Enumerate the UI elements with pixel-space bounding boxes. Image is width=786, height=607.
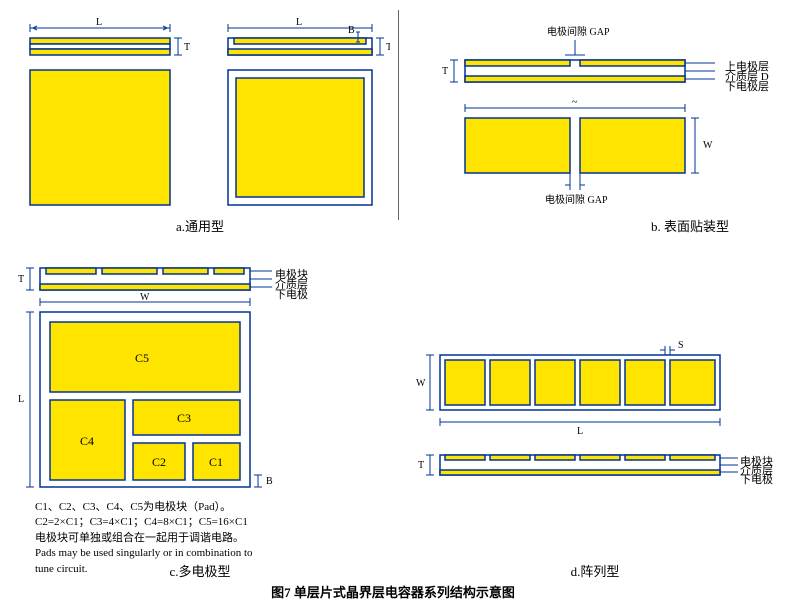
dim-t-left: T xyxy=(184,42,190,53)
panel-c-svg: T W C5 C4 C3 C2 C1 L B xyxy=(10,250,390,500)
dim-t-right: T xyxy=(386,42,390,53)
caption-b: b. 表面贴装型 xyxy=(610,216,770,235)
figure-title: 图7 单层片式晶界层电容器系列结构示意图 xyxy=(0,582,786,601)
gap-bot-label: 电极间隙 GAP xyxy=(545,193,608,206)
c4-label: C4 xyxy=(80,434,94,448)
c1-label: C1 xyxy=(209,455,223,469)
dim-t-d: T xyxy=(418,460,424,471)
dim-l-right: L xyxy=(296,17,302,28)
c5-label: C5 xyxy=(135,351,149,365)
dim-w-c: W xyxy=(140,292,150,303)
caption-d: d.阵列型 xyxy=(410,561,780,580)
note2: C2=2×C1；C3=4×C1；C4=8×C1；C5=16×C1 xyxy=(35,515,375,530)
dim-l-left: L xyxy=(96,17,102,28)
panel-d: W S L T 电极块 介质层 下电极 d.阵列型 xyxy=(410,330,780,580)
note4: Pads may be used singularly or in combin… xyxy=(35,546,375,561)
panel-d-svg: W S L T xyxy=(410,330,780,500)
panel-c: T W C5 C4 C3 C2 C1 L B 电极块 介质层 下电极 C1、C2… xyxy=(10,250,390,580)
panel-a: L T L B T a.通用型 xyxy=(10,10,390,235)
dim-l-b: ~ xyxy=(572,97,578,108)
panel-b: 电极间隙 GAP T ~ W 电极间隙 GAP 上电极层 介质层 D 下电极层 … xyxy=(410,10,780,235)
lbl-bot-d: 下电极 xyxy=(740,471,773,487)
dim-b-right: B xyxy=(348,25,355,36)
c2-label: C2 xyxy=(152,455,166,469)
dim-w-b: W xyxy=(703,140,713,151)
dim-l-c: L xyxy=(18,394,24,405)
dim-w-d: W xyxy=(416,378,426,389)
dim-b-c: B xyxy=(266,476,273,487)
note3: 电极块可单独或组合在一起用于调谐电路。 xyxy=(35,531,375,546)
dim-t-c: T xyxy=(18,274,24,285)
caption-a: a.通用型 xyxy=(10,216,390,235)
divider xyxy=(398,10,399,220)
c3-label: C3 xyxy=(177,411,191,425)
panel-b-svg: 电极间隙 GAP T ~ W 电极间隙 GAP xyxy=(410,10,780,210)
panel-a-svg: L T L B T xyxy=(10,10,390,210)
dim-s-d: S xyxy=(678,340,684,351)
caption-c: c.多电极型 xyxy=(10,561,390,580)
layer3-label: 下电极层 xyxy=(725,78,769,94)
gap-top-label: 电极间隙 GAP xyxy=(547,25,610,38)
dim-l-d: L xyxy=(577,426,583,437)
dim-t-b: T xyxy=(442,66,448,77)
note1: C1、C2、C3、C4、C5为电极块（Pad）。 xyxy=(35,500,375,515)
lbl-bot-c: 下电极 xyxy=(275,286,308,302)
